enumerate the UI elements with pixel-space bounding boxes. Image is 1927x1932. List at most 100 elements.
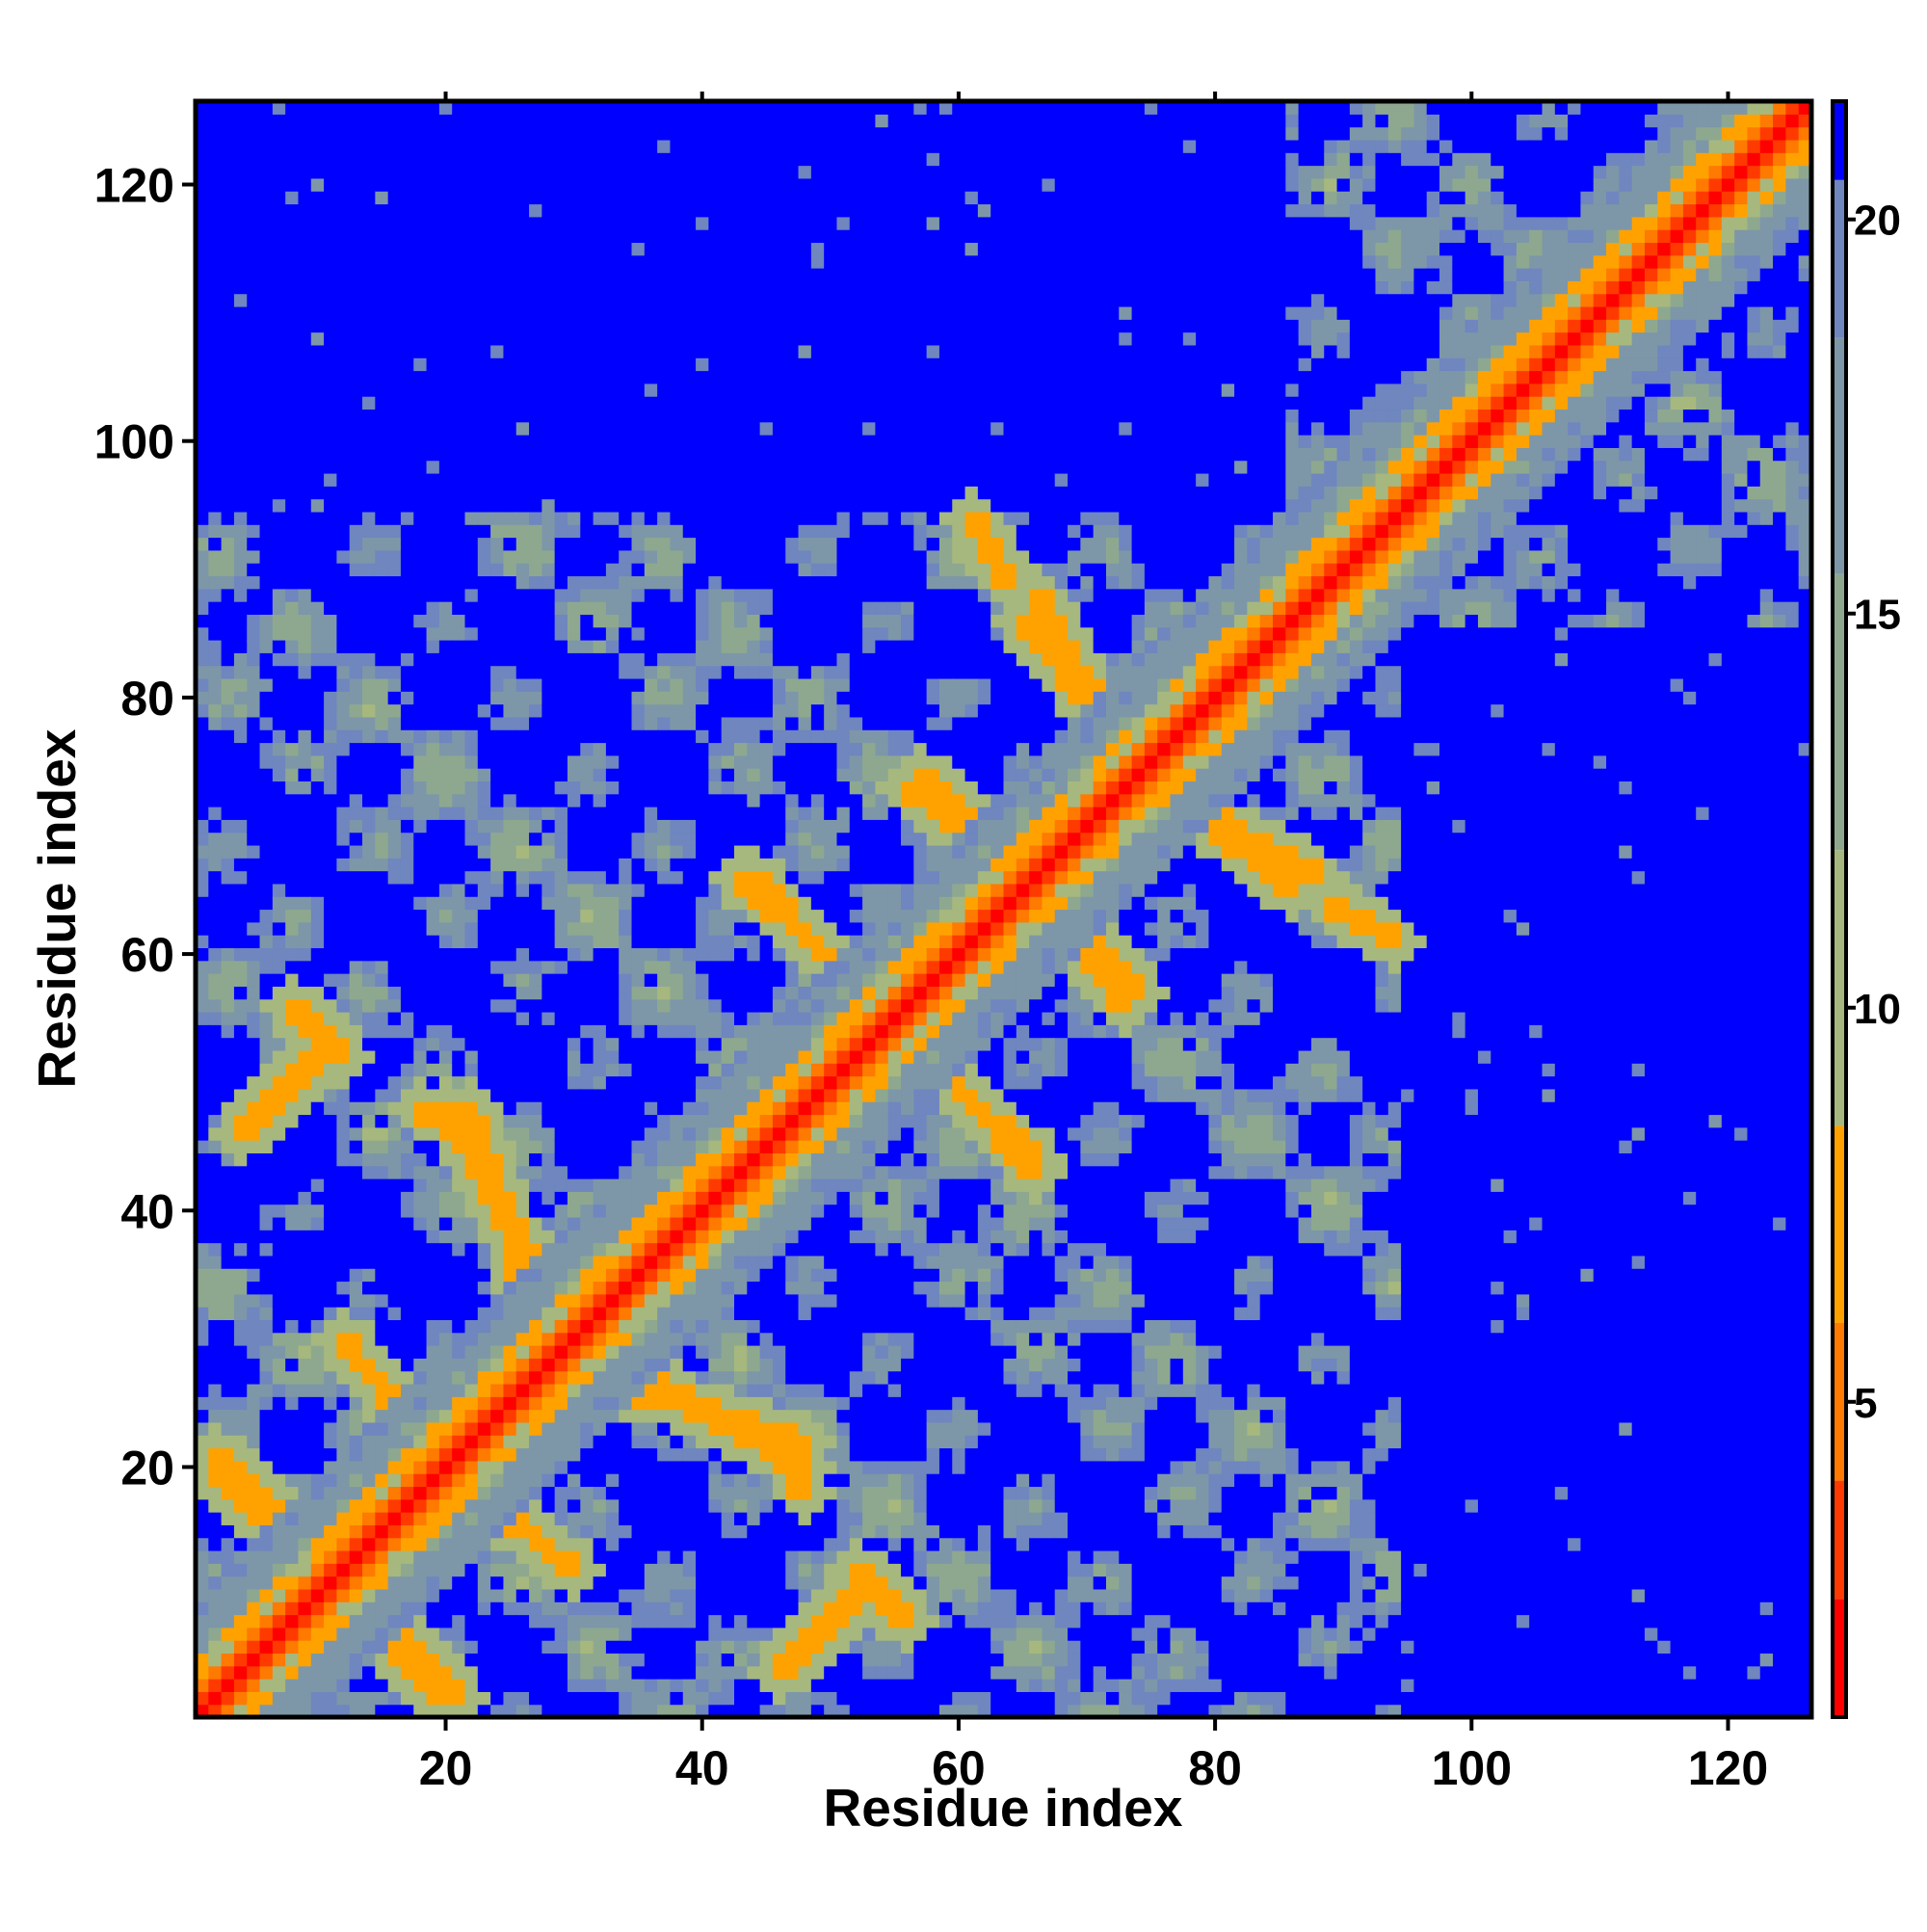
heatmap-cell bbox=[426, 1037, 440, 1051]
heatmap-cell bbox=[310, 640, 325, 653]
heatmap-cell bbox=[349, 986, 363, 1000]
heatmap-cell bbox=[259, 1191, 274, 1205]
heatmap-cell bbox=[349, 1255, 363, 1269]
heatmap-cell bbox=[336, 588, 351, 602]
heatmap-cell bbox=[247, 1370, 261, 1385]
heatmap-cell bbox=[272, 1421, 286, 1436]
heatmap-cell bbox=[464, 1011, 479, 1025]
heatmap-cell bbox=[426, 537, 440, 551]
heatmap-cell bbox=[247, 435, 261, 448]
heatmap-cell bbox=[605, 832, 620, 846]
heatmap-cell bbox=[349, 626, 363, 641]
heatmap-cell bbox=[670, 677, 684, 692]
heatmap-cell bbox=[464, 511, 479, 525]
heatmap-cell bbox=[400, 973, 414, 987]
heatmap-cell bbox=[452, 1447, 466, 1462]
heatmap-cell bbox=[593, 435, 607, 448]
heatmap-cell bbox=[259, 1409, 274, 1423]
heatmap-cell bbox=[464, 921, 479, 936]
heatmap-cell bbox=[696, 1383, 709, 1397]
heatmap-cell bbox=[464, 1588, 479, 1602]
heatmap-cell bbox=[247, 319, 261, 333]
heatmap-cell bbox=[298, 921, 312, 936]
heatmap-cell bbox=[400, 1627, 414, 1641]
heatmap-cell bbox=[644, 1114, 658, 1128]
heatmap-cell bbox=[285, 844, 300, 859]
heatmap-cell bbox=[644, 1049, 658, 1064]
heatmap-cell bbox=[247, 1679, 261, 1692]
heatmap-cell bbox=[438, 973, 453, 987]
heatmap-cell bbox=[670, 216, 684, 230]
heatmap-cell bbox=[233, 1640, 248, 1654]
heatmap-cell bbox=[298, 793, 312, 807]
heatmap-cell bbox=[310, 883, 325, 897]
heatmap-cell bbox=[259, 1293, 274, 1308]
heatmap-cell bbox=[619, 1024, 633, 1039]
heatmap-cell bbox=[336, 293, 351, 307]
heatmap-cell bbox=[529, 729, 542, 744]
heatmap-cell bbox=[387, 242, 402, 256]
heatmap-cell bbox=[298, 1614, 312, 1628]
heatmap-cell bbox=[605, 319, 620, 333]
heatmap-cell bbox=[644, 1358, 658, 1372]
heatmap-cell bbox=[490, 1486, 505, 1500]
heatmap-cell bbox=[619, 626, 633, 641]
heatmap-cell bbox=[631, 460, 646, 474]
heatmap-cell bbox=[567, 1114, 581, 1128]
heatmap-cell bbox=[298, 216, 312, 230]
heatmap-cell bbox=[400, 1140, 414, 1153]
heatmap-cell bbox=[336, 1140, 351, 1153]
heatmap-cell bbox=[349, 1421, 363, 1436]
heatmap-cell bbox=[593, 549, 607, 564]
heatmap-cell bbox=[247, 486, 261, 500]
heatmap-cell bbox=[619, 1216, 633, 1231]
heatmap-cell bbox=[657, 1537, 672, 1551]
heatmap-cell bbox=[375, 998, 389, 1013]
heatmap-cell bbox=[362, 1255, 376, 1269]
heatmap-cell bbox=[247, 921, 261, 936]
heatmap-cell bbox=[682, 729, 697, 744]
heatmap-cell bbox=[515, 883, 530, 897]
heatmap-cell bbox=[490, 588, 505, 602]
heatmap-cell bbox=[438, 152, 453, 167]
heatmap-cell bbox=[696, 1512, 709, 1525]
heatmap-cell bbox=[426, 665, 440, 679]
heatmap-cell bbox=[387, 511, 402, 525]
heatmap-cell bbox=[208, 1307, 223, 1321]
heatmap-cell bbox=[400, 781, 414, 795]
heatmap-cell bbox=[387, 1126, 402, 1141]
heatmap-cell bbox=[400, 1435, 414, 1449]
heatmap-cell bbox=[605, 947, 620, 962]
heatmap-cell bbox=[631, 1537, 646, 1551]
heatmap-cell bbox=[400, 1268, 414, 1283]
heatmap-cell bbox=[452, 1063, 466, 1077]
heatmap-cell bbox=[336, 1345, 351, 1359]
heatmap-cell bbox=[233, 1396, 248, 1411]
heatmap-cell bbox=[208, 1409, 223, 1423]
heatmap-cell bbox=[233, 1447, 248, 1462]
heatmap-cell bbox=[349, 165, 363, 179]
heatmap-cell bbox=[503, 1101, 517, 1116]
heatmap-cell bbox=[375, 1230, 389, 1244]
heatmap-cell bbox=[682, 601, 697, 615]
heatmap-cell bbox=[580, 460, 594, 474]
heatmap-cell bbox=[593, 1627, 607, 1641]
heatmap-cell bbox=[208, 768, 223, 782]
heatmap-cell bbox=[400, 1204, 414, 1218]
heatmap-cell bbox=[657, 986, 672, 1000]
heatmap-cell bbox=[464, 716, 479, 730]
heatmap-cell bbox=[515, 588, 530, 602]
heatmap-cell bbox=[259, 1653, 274, 1667]
heatmap-cell bbox=[362, 652, 376, 667]
heatmap-cell bbox=[515, 1653, 530, 1667]
heatmap-cell bbox=[644, 1063, 658, 1077]
heatmap-cell bbox=[259, 1037, 274, 1051]
heatmap-cell bbox=[670, 575, 684, 590]
heatmap-cell bbox=[310, 1486, 325, 1500]
heatmap-cell bbox=[208, 370, 223, 384]
heatmap-cell bbox=[298, 1665, 312, 1680]
heatmap-cell bbox=[349, 883, 363, 897]
heatmap-cell bbox=[503, 1332, 517, 1346]
heatmap-cell bbox=[298, 1396, 312, 1411]
heatmap-cell bbox=[605, 1075, 620, 1090]
